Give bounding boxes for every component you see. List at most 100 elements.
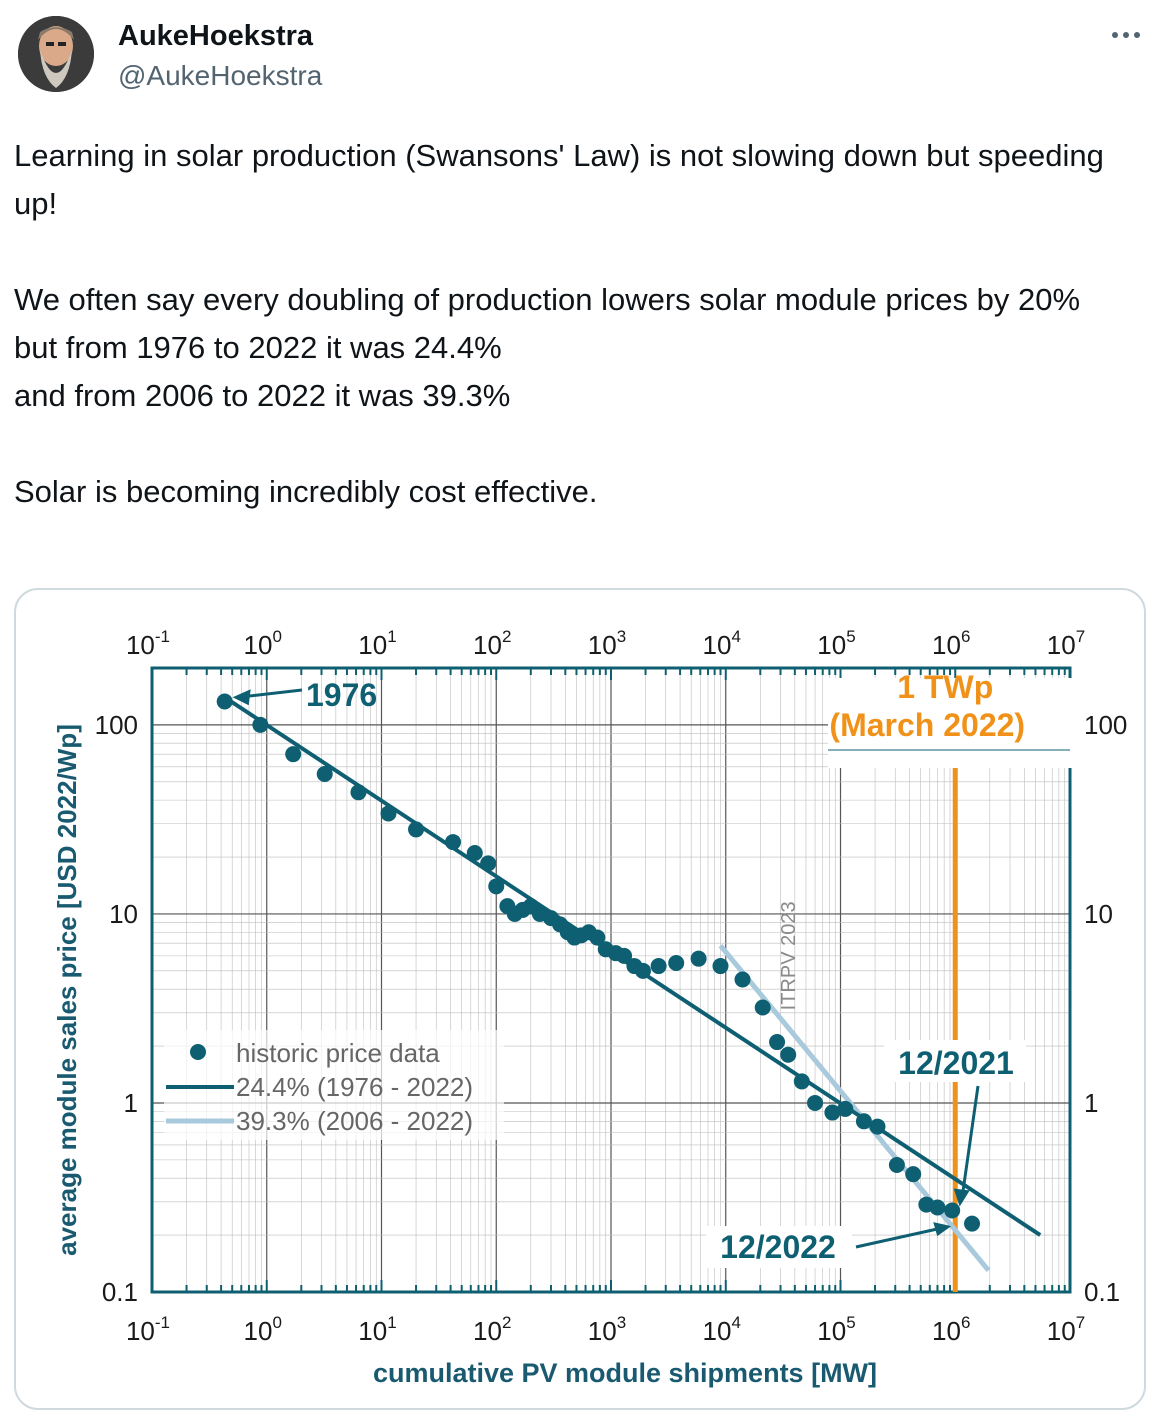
x-tick-label-top: 105	[817, 627, 855, 660]
price-point	[837, 1100, 854, 1117]
tweet-paragraph: Learning in solar production (Swansons' …	[14, 138, 1104, 221]
twp-label-line2: (March 2022)	[829, 707, 1025, 743]
avatar-portrait	[18, 16, 94, 92]
price-point	[944, 1202, 961, 1219]
price-point	[793, 1073, 810, 1090]
annotation-bg-2022	[706, 1226, 852, 1268]
price-point	[408, 821, 425, 838]
legend-label: 24.4% (1976 - 2022)	[236, 1072, 473, 1102]
price-point	[285, 746, 302, 763]
price-point	[216, 693, 233, 710]
chart-legend: historic price data 24.4% (1976 - 2022) 39…	[164, 1030, 504, 1140]
price-point	[855, 1113, 872, 1130]
legend-label: 39.3% (2006 - 2022)	[236, 1106, 473, 1136]
watermark: ITRPV 2023	[778, 901, 800, 1010]
price-point	[964, 1215, 981, 1232]
price-point	[466, 845, 483, 862]
annotation-arrow-2022	[855, 1226, 942, 1249]
more-horizontal-icon[interactable]	[1106, 22, 1146, 50]
tweet-paragraph: Solar is becoming incredibly cost effect…	[14, 474, 598, 509]
author-avatar[interactable]	[18, 16, 94, 92]
y-axis-label: average module sales price [USD 2022/Wp]	[52, 724, 82, 1256]
price-point	[888, 1156, 905, 1173]
price-point	[712, 958, 729, 975]
twp-label-line1: 1 TWp	[897, 669, 993, 705]
price-point	[634, 962, 651, 979]
price-point	[668, 955, 685, 972]
tweet-text: Learning in solar production (Swansons' …	[14, 132, 1149, 516]
tweet-paragraph: but from 1976 to 2022 it was 24.4%	[14, 330, 502, 365]
price-point	[650, 958, 667, 975]
arrowhead-2021	[953, 1188, 970, 1207]
x-tick-label-bottom: 103	[588, 1313, 626, 1346]
annotation-bg-2021	[884, 1040, 1026, 1082]
price-point	[488, 878, 505, 895]
x-tick-label-bottom: 107	[1047, 1313, 1085, 1346]
arrowhead-2022	[933, 1222, 952, 1237]
x-tick-label-bottom: 10-1	[126, 1313, 170, 1346]
x-tick-label-top: 107	[1047, 627, 1085, 660]
price-point	[869, 1118, 886, 1135]
x-tick-label-top: 101	[358, 627, 396, 660]
y-tick-label-right: 100	[1084, 710, 1127, 740]
x-tick-label-top: 10-1	[126, 627, 170, 660]
y-tick-label-right: 10	[1084, 899, 1113, 929]
chart-axes	[150, 666, 1072, 1294]
price-point	[480, 855, 497, 872]
price-point	[929, 1199, 946, 1216]
x-tick-label-top: 103	[588, 627, 626, 660]
x-tick-label-bottom: 100	[244, 1313, 282, 1346]
x-tick-label-bottom: 106	[932, 1313, 970, 1346]
x-tick-label-top: 102	[473, 627, 511, 660]
chart-annotations: 1976 12/2021 12/2022	[232, 677, 1026, 1268]
annotation-arrow-2021	[960, 1085, 980, 1201]
x-axis-label: cumulative PV module shipments [MW]	[373, 1358, 877, 1388]
y-tick-label-left: 1	[124, 1088, 138, 1118]
x-tick-label-bottom: 101	[358, 1313, 396, 1346]
x-tick-label-bottom: 102	[473, 1313, 511, 1346]
x-tick-label-bottom: 104	[703, 1313, 741, 1346]
y-tick-label-left: 0.1	[102, 1277, 138, 1307]
legend-marker	[190, 1044, 206, 1060]
y-tick-label-right: 0.1	[1084, 1277, 1120, 1307]
learning-curve-chart: 10-110-110010010110110210210310310410410…	[52, 627, 1128, 1388]
price-point	[316, 765, 333, 782]
axis-labels: cumulative PV module shipments [MW] avera…	[52, 724, 877, 1388]
x-tick-label-bottom: 105	[817, 1313, 855, 1346]
price-point	[824, 1104, 841, 1121]
price-point	[734, 971, 751, 988]
tweet-paragraph: We often say every doubling of productio…	[14, 282, 1081, 317]
price-point	[690, 950, 707, 967]
price-point	[905, 1166, 922, 1183]
price-point	[780, 1046, 797, 1063]
annotation-1976: 1976	[306, 677, 377, 713]
price-point	[807, 1094, 824, 1111]
tweet-paragraph: and from 2006 to 2022 it was 39.3%	[14, 378, 511, 413]
price-point	[445, 834, 462, 851]
tweet-media-chart[interactable]: 10-1 10-1 100 100 101 101 102 102 103 103 104 104 10…	[14, 588, 1146, 1410]
price-point	[616, 947, 633, 964]
price-point	[350, 784, 367, 801]
price-point	[252, 716, 269, 733]
annotation-12-2022: 12/2022	[720, 1229, 836, 1265]
price-points	[216, 693, 981, 1232]
y-tick-label-left: 10	[109, 899, 138, 929]
x-tick-label-top: 100	[244, 627, 282, 660]
legend-label: historic price data	[236, 1038, 440, 1068]
annotation-12-2021: 12/2021	[898, 1045, 1014, 1081]
author-name[interactable]: AukeHoekstra	[118, 20, 314, 52]
price-point	[380, 805, 397, 822]
trend-line-2006-2022	[718, 944, 991, 1273]
x-tick-label-top: 104	[703, 627, 741, 660]
twp-marker: 1 TWp(March 2022)	[828, 669, 1076, 1292]
price-point	[769, 1034, 786, 1051]
x-tick-label-top: 106	[932, 627, 970, 660]
y-tick-label-right: 1	[1084, 1088, 1098, 1118]
price-point	[589, 929, 606, 946]
arrowhead-1976	[232, 689, 251, 706]
price-point	[754, 999, 771, 1016]
author-handle[interactable]: @AukeHoekstra	[118, 60, 323, 91]
y-tick-label-left: 100	[95, 710, 138, 740]
twp-label-background	[828, 678, 1076, 768]
chart-tick-labels: 10-110-110010010110110210210310310410410…	[95, 627, 1128, 1346]
